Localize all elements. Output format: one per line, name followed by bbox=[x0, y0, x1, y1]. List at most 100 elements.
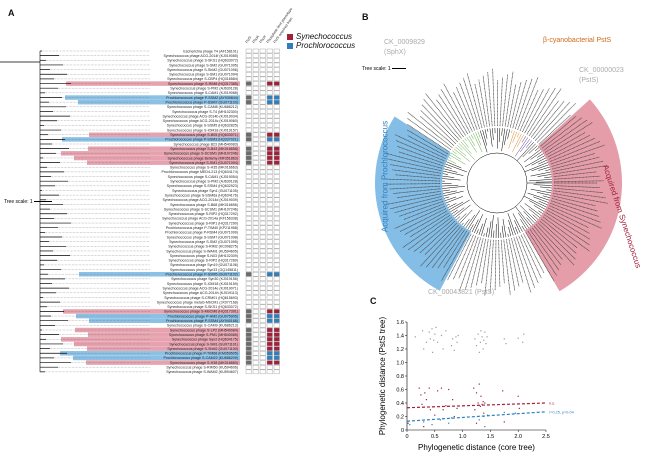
legend-label: Prochlorococcus bbox=[296, 41, 356, 50]
data-point bbox=[483, 412, 485, 414]
tip-label bbox=[518, 235, 539, 284]
trait-cell bbox=[252, 206, 259, 212]
tip-label bbox=[385, 152, 443, 169]
branch bbox=[546, 189, 552, 191]
trait-cell bbox=[266, 104, 273, 110]
trait-cell bbox=[245, 220, 252, 226]
trait-cell bbox=[266, 285, 273, 291]
branch bbox=[474, 214, 484, 234]
tip-label bbox=[470, 238, 484, 288]
trait-cell bbox=[259, 178, 266, 184]
trait-cell bbox=[245, 137, 252, 142]
trait-cell bbox=[266, 225, 273, 230]
branch bbox=[524, 155, 545, 168]
trait-cell bbox=[273, 206, 280, 212]
trait-cell bbox=[245, 165, 252, 170]
trait-cell bbox=[259, 192, 266, 198]
branch bbox=[442, 175, 455, 178]
tree-scale-b: Tree scale: 1 bbox=[362, 66, 407, 72]
tip-label bbox=[459, 236, 479, 292]
trait-cell bbox=[252, 360, 259, 365]
tip-label bbox=[540, 115, 577, 147]
tip-label: Prochlorococcus phage P-SSM7 (GU071103) bbox=[166, 100, 238, 104]
trait-cell bbox=[259, 244, 266, 249]
trait-cell bbox=[266, 178, 273, 184]
trait-cell bbox=[252, 155, 259, 161]
tip-label: Synechococcus phage ACG-2014a (KF156338) bbox=[162, 217, 238, 221]
tip-label bbox=[498, 239, 501, 287]
tip-label bbox=[543, 119, 588, 151]
tip-label bbox=[550, 144, 605, 165]
branch bbox=[444, 166, 452, 169]
data-point bbox=[485, 343, 487, 345]
data-point bbox=[451, 338, 454, 340]
data-point bbox=[421, 403, 423, 405]
data-point bbox=[517, 395, 519, 397]
trait-cell bbox=[259, 262, 266, 268]
data-point bbox=[481, 336, 483, 338]
data-point bbox=[440, 387, 443, 389]
branch bbox=[481, 218, 487, 236]
trait-cell bbox=[252, 337, 259, 342]
trait-cell bbox=[245, 58, 252, 63]
branch bbox=[446, 203, 450, 206]
regression-annotation: r=0.25, p=0.04 bbox=[549, 410, 574, 414]
trait-cell bbox=[245, 76, 252, 82]
trait-cell bbox=[273, 188, 280, 193]
beta-psts-label: β-cyanobacterial PstS bbox=[543, 37, 612, 44]
trait-cell bbox=[252, 323, 259, 328]
trait-cell bbox=[252, 248, 259, 254]
tip-label: Synechococcus phage S-H35 (MK016663) bbox=[170, 166, 238, 170]
data-point bbox=[423, 426, 425, 428]
trait-cell bbox=[273, 141, 280, 147]
branch bbox=[484, 129, 488, 139]
trait-cell bbox=[259, 337, 266, 342]
branch bbox=[443, 170, 464, 176]
trait-cell bbox=[259, 332, 266, 337]
trait-cell bbox=[259, 169, 266, 175]
trait-cell bbox=[245, 309, 252, 314]
tip-label: Synechococcus phage ACG-2014f (KJ019085) bbox=[163, 54, 238, 58]
data-point bbox=[502, 390, 504, 392]
branch bbox=[527, 192, 550, 201]
data-point bbox=[431, 424, 433, 426]
trait-cell bbox=[259, 72, 266, 77]
trait-cell bbox=[273, 85, 280, 91]
trait-cell bbox=[266, 272, 273, 277]
data-point bbox=[455, 336, 457, 338]
trait-cell bbox=[252, 262, 259, 268]
highlight-pro bbox=[62, 137, 240, 142]
data-point bbox=[433, 339, 435, 341]
trait-cell bbox=[273, 202, 280, 207]
y-tick-label: 0.6 bbox=[396, 388, 404, 394]
tip-label bbox=[530, 100, 559, 138]
tip-label bbox=[390, 196, 442, 210]
tip-label: Synechococcus phage ACG-2014d (KJ019039) bbox=[162, 198, 238, 202]
tip-label bbox=[545, 212, 590, 240]
data-point bbox=[484, 402, 486, 404]
regression-line bbox=[406, 402, 547, 409]
trait-cell bbox=[266, 85, 273, 91]
trait-cell bbox=[273, 216, 280, 221]
trait-cell bbox=[245, 174, 252, 179]
branch bbox=[445, 163, 467, 173]
tip-label bbox=[420, 224, 459, 267]
trait-cell bbox=[245, 118, 252, 123]
trait-cell bbox=[266, 141, 273, 147]
tip-label bbox=[394, 134, 446, 159]
tip-label bbox=[404, 210, 448, 235]
highlight-pro bbox=[79, 272, 240, 277]
data-point bbox=[453, 415, 455, 418]
trait-cell bbox=[266, 76, 273, 82]
trait-cell bbox=[273, 104, 280, 110]
branch bbox=[483, 233, 485, 237]
branch bbox=[526, 217, 533, 225]
data-point bbox=[481, 403, 483, 405]
trait-cell bbox=[245, 304, 252, 309]
data-point bbox=[414, 336, 416, 338]
trait-cell bbox=[252, 253, 259, 258]
trait-cell bbox=[245, 169, 252, 175]
trait-cell bbox=[273, 281, 280, 286]
branch bbox=[452, 207, 465, 217]
branch bbox=[469, 224, 474, 231]
